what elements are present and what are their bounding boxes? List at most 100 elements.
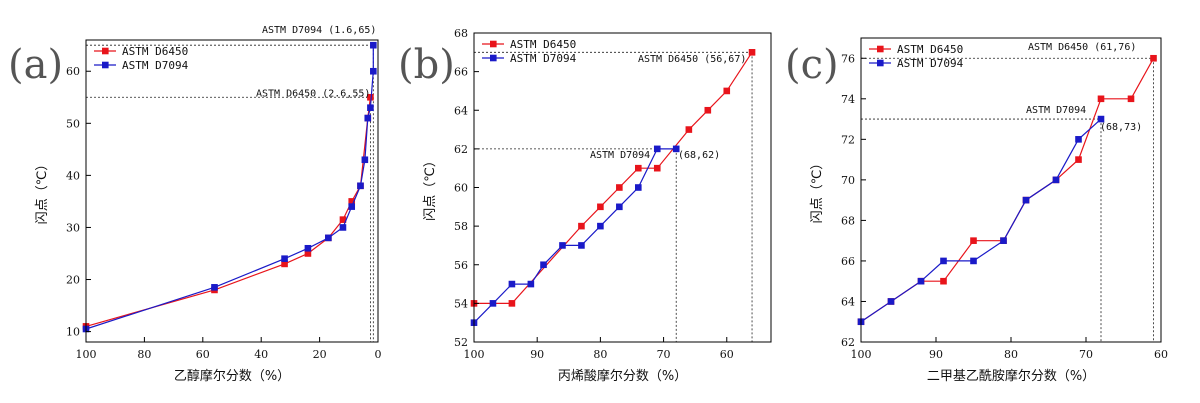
data-point-d6450 xyxy=(634,164,642,172)
x-tick-label: 60 xyxy=(720,348,734,361)
data-point-d7094 xyxy=(597,222,604,230)
data-point-d6450 xyxy=(616,184,623,191)
x-tick-label: 80 xyxy=(593,348,607,361)
chart-panel-a: (a) 100 80 60 40 20 0 10 20 30 40 50 60 乙醇摩尔分数（%） 闪点（℃… xyxy=(8,25,382,384)
series-line-d6450 xyxy=(860,58,1155,323)
series-line-d6450 xyxy=(474,51,753,304)
x-tick-label: 90 xyxy=(929,348,943,361)
data-point-d7094 xyxy=(1097,115,1105,123)
data-point-d7094 xyxy=(970,257,977,265)
y-axis-label: 闪点（℃） xyxy=(35,158,50,225)
chart-panel-b: (b) 100 90 80 70 60 52 54 56 58 60 62 64 66 68 丙烯酸摩尔分数（… xyxy=(398,27,772,384)
data-point-d7094 xyxy=(1022,196,1030,204)
legend-label: ASTM D7094 xyxy=(510,52,577,65)
data-point-d6450 xyxy=(281,260,288,268)
data-point-d7094 xyxy=(559,242,566,249)
x-tick-label: 100 xyxy=(76,348,97,361)
panel-label: (a) xyxy=(8,42,63,88)
y-tick-label: 60 xyxy=(454,182,468,195)
legend-label: ASTM D6450 xyxy=(510,38,576,51)
legend-label: ASTM D7094 xyxy=(122,59,189,72)
data-point-d6450 xyxy=(1127,95,1135,103)
series-line-d7094 xyxy=(860,118,1102,323)
legend-marker xyxy=(490,40,497,48)
data-point-d7094 xyxy=(527,280,535,288)
data-point-d7094 xyxy=(917,277,925,285)
panel-label: (b) xyxy=(398,42,455,88)
x-tick-label: 70 xyxy=(1079,348,1093,361)
data-point-d7094 xyxy=(887,298,895,305)
data-point-d7094 xyxy=(304,244,312,252)
data-point-d7094 xyxy=(364,114,372,122)
data-point-d6450 xyxy=(348,198,356,205)
legend-marker xyxy=(877,59,884,67)
panel-label: (c) xyxy=(785,42,839,88)
series-line-d7094 xyxy=(473,148,677,324)
data-point-d7094 xyxy=(672,145,680,153)
legend-label: ASTM D6450 xyxy=(122,45,188,58)
data-point-d7094 xyxy=(1075,136,1082,143)
plot-frame xyxy=(85,39,379,343)
x-axis-label: 二甲基乙酰胺摩尔分数（%） xyxy=(927,368,1095,384)
annotation-label: (68,62) xyxy=(678,150,720,161)
annotation-label: ASTM D7094 xyxy=(1026,105,1086,116)
data-point-d6450 xyxy=(653,164,661,172)
y-tick-label: 30 xyxy=(66,221,80,234)
data-point-d6450 xyxy=(748,49,756,56)
y-tick-label: 50 xyxy=(66,117,80,130)
data-point-d7094 xyxy=(508,280,516,288)
data-point-d7094 xyxy=(940,257,947,265)
x-axis-label: 丙烯酸摩尔分数（%） xyxy=(558,368,687,384)
data-point-d6450 xyxy=(1150,54,1157,62)
y-tick-label: 54 xyxy=(454,297,468,310)
y-tick-label: 64 xyxy=(841,295,855,308)
y-tick-label: 56 xyxy=(454,259,468,272)
data-point-d6450 xyxy=(685,126,693,133)
data-point-d6450 xyxy=(970,237,977,244)
annotation-label: (68,73) xyxy=(1100,122,1142,133)
y-tick-label: 58 xyxy=(454,220,468,233)
data-point-d6450 xyxy=(508,300,516,307)
y-tick-label: 62 xyxy=(454,143,468,156)
data-point-d7094 xyxy=(367,104,374,111)
data-point-d7094 xyxy=(653,145,661,153)
y-tick-label: 62 xyxy=(841,336,855,349)
legend-marker xyxy=(490,54,497,62)
x-tick-label: 90 xyxy=(530,348,544,361)
data-point-d6450 xyxy=(304,250,312,257)
data-point-d7094 xyxy=(339,224,347,231)
legend-marker xyxy=(102,47,109,55)
x-tick-label: 20 xyxy=(313,348,327,361)
annotation-label: ASTM D6450 (61,76) xyxy=(1028,42,1136,53)
data-point-d7094 xyxy=(489,300,497,307)
data-point-d7094 xyxy=(281,255,288,262)
data-point-d7094 xyxy=(1052,176,1060,184)
y-tick-label: 10 xyxy=(66,326,80,339)
legend-label: ASTM D6450 xyxy=(897,43,963,56)
annotation-label: ASTM D7094 (1.6,65) xyxy=(262,25,376,36)
data-point-d7094 xyxy=(211,284,218,291)
annotation-label: ASTM D6450 (2.6,55) xyxy=(256,88,370,99)
data-point-d6450 xyxy=(723,87,731,95)
y-tick-label: 68 xyxy=(454,27,468,40)
annotation-label: ASTM D7094 xyxy=(590,150,650,161)
legend-marker xyxy=(102,61,109,69)
data-point-d7094 xyxy=(370,41,377,49)
y-tick-label: 66 xyxy=(841,255,855,268)
y-tick-label: 76 xyxy=(841,52,855,65)
data-point-d6450 xyxy=(597,203,604,211)
x-tick-label: 40 xyxy=(254,348,268,361)
y-tick-label: 68 xyxy=(841,214,855,227)
plot-frame xyxy=(860,37,1162,343)
x-tick-label: 100 xyxy=(851,348,872,361)
x-tick-label: 100 xyxy=(464,348,485,361)
chart-panel-c: (c) 100 90 80 70 60 62 64 66 68 70 72 74 76 二甲基乙酰胺摩尔分数… xyxy=(785,37,1168,384)
y-tick-label: 60 xyxy=(66,65,80,78)
y-axis-label: 闪点（℃） xyxy=(423,154,438,221)
data-point-d7094 xyxy=(370,67,377,75)
data-point-d6450 xyxy=(704,106,712,114)
data-point-d7094 xyxy=(616,203,623,211)
y-tick-label: 20 xyxy=(66,274,80,287)
data-point-d6450 xyxy=(367,93,374,101)
